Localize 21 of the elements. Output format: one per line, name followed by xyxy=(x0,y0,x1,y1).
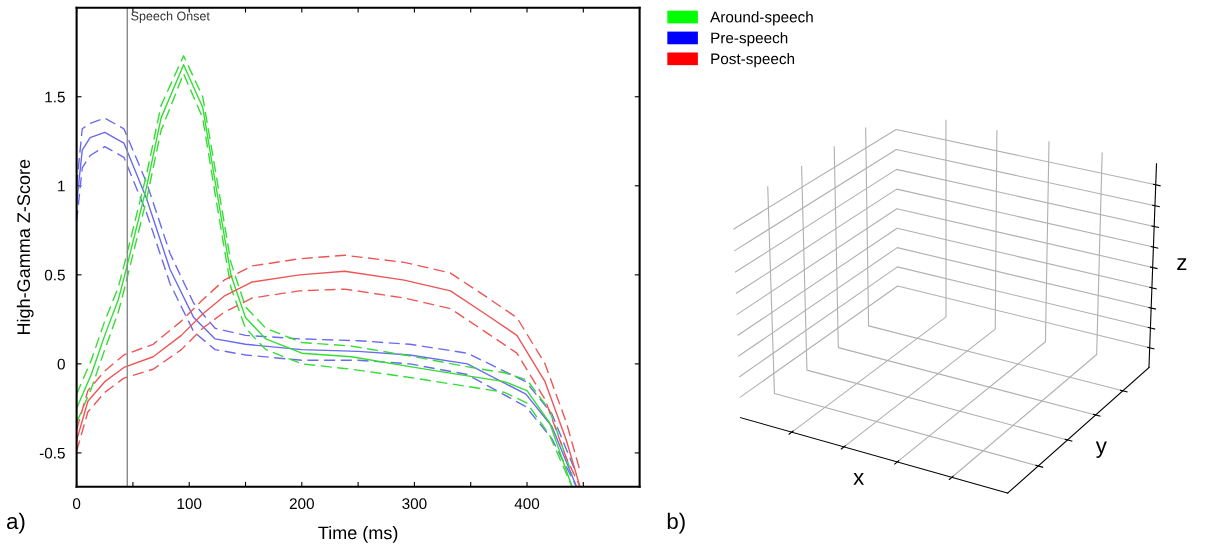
y-tick-label: 0.5 xyxy=(44,269,65,281)
text: y xyxy=(1095,441,1107,458)
x-tick-label: 400 xyxy=(514,498,540,510)
ref-line-label: Speech Onset xyxy=(131,11,210,23)
legend-label: Pre-speech xyxy=(711,32,788,47)
y-axis-title: High-Gamma Z-Score xyxy=(16,159,34,335)
legend-label: Post-speech xyxy=(711,53,795,68)
text: x xyxy=(853,473,864,485)
x-tick-label: 300 xyxy=(402,498,427,510)
legend-label: Around-speech xyxy=(710,11,813,26)
y-tick-label: 0 xyxy=(57,358,65,370)
x-tick-label: 0 xyxy=(72,498,81,510)
x-tick-label: 100 xyxy=(177,498,202,510)
x-axis-title: Time (ms) xyxy=(318,525,398,543)
text: b) xyxy=(667,512,685,534)
text: a) xyxy=(7,512,25,534)
y-tick-label: 1 xyxy=(58,180,65,192)
x-tick-label: 200 xyxy=(289,498,314,510)
y-tick-label: 1.5 xyxy=(45,91,65,103)
y-tick-label: -0.5 xyxy=(39,447,65,459)
text: z xyxy=(1177,258,1187,270)
